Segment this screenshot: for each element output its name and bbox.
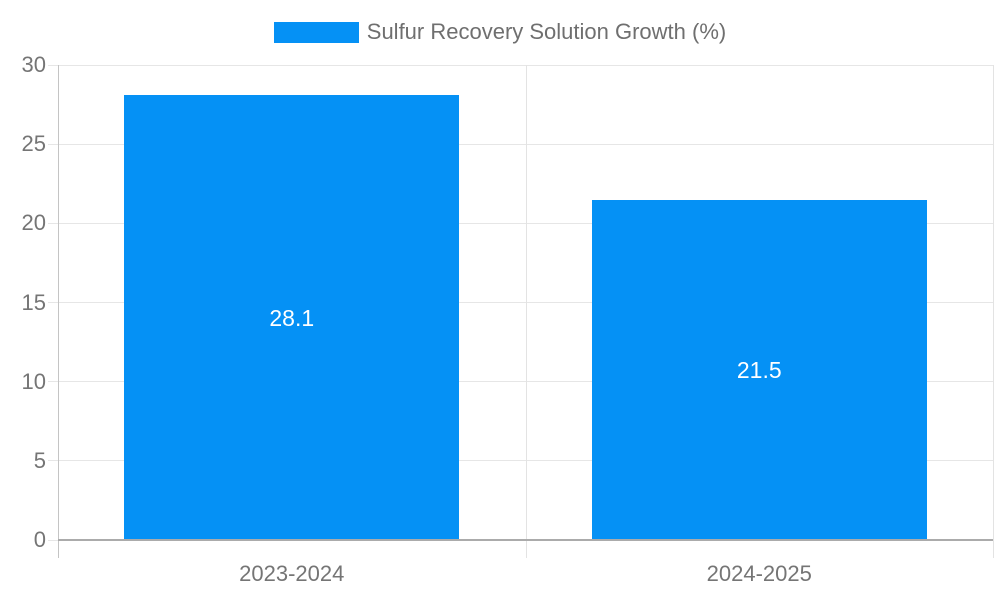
legend-label: Sulfur Recovery Solution Growth (%)	[366, 19, 727, 44]
x-axis-baseline	[58, 539, 993, 541]
plot-right-border	[993, 65, 994, 558]
bar-value-label: 21.5	[736, 356, 782, 383]
y-axis-tick	[48, 381, 58, 383]
y-axis-tick-label: 15	[21, 289, 46, 315]
y-axis-tick-label: 25	[21, 131, 46, 157]
bar-value-label: 28.1	[269, 304, 315, 331]
bar[interactable]	[124, 95, 460, 540]
x-axis-category-label: 2023-2024	[239, 561, 345, 586]
y-axis-line	[58, 65, 59, 558]
y-axis-tick-label: 0	[33, 527, 46, 552]
bar[interactable]	[591, 199, 927, 540]
y-axis-tick	[48, 302, 58, 303]
y-axis-tick-label: 10	[21, 368, 46, 394]
y-axis-tick	[48, 539, 58, 541]
y-axis-tick-label: 30	[21, 52, 46, 77]
y-axis-tick	[48, 460, 58, 462]
legend[interactable]: Sulfur Recovery Solution Growth (%)	[0, 20, 1000, 44]
y-axis-tick	[48, 222, 58, 224]
y-axis-tick-label: 5	[33, 447, 46, 473]
category-divider	[525, 65, 527, 558]
x-axis-category-label: 2024-2025	[706, 561, 812, 586]
y-axis-tick-label: 20	[21, 210, 46, 236]
y-axis-tick	[48, 143, 58, 145]
legend-swatch-icon	[273, 21, 359, 43]
y-axis-tick	[48, 64, 58, 66]
